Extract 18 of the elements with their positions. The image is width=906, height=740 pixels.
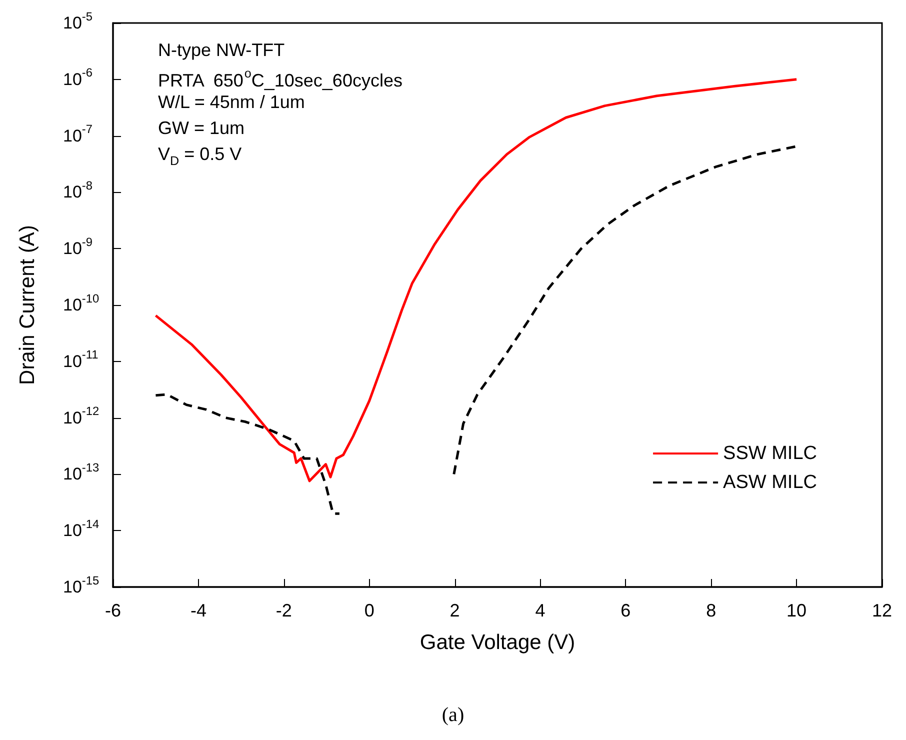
x-tick-label: 12: [872, 600, 892, 620]
text: (a): [442, 704, 464, 726]
x-tick-label: -6: [104, 600, 122, 620]
legend-label: ASW MILC: [723, 472, 817, 493]
x-tick-label: 10: [786, 600, 807, 620]
x-axis-title: Gate Voltage (V): [420, 631, 576, 654]
legend-label: SSW MILC: [723, 443, 817, 464]
annotation: W/L = 45nm / 1um: [158, 92, 305, 112]
x-tick-label: 4: [535, 600, 546, 620]
x-tick-label: 6: [620, 600, 631, 620]
annotation: GW = 1um: [158, 118, 245, 138]
y-axis-title: Drain Current (A): [16, 225, 39, 385]
x-tick-label: 2: [450, 600, 460, 620]
x-tick-label: -2: [276, 600, 292, 620]
x-tick-label: -4: [190, 600, 206, 620]
x-tick-label: 0: [364, 600, 374, 620]
x-tick-label: 8: [706, 600, 716, 620]
annotation: N-type NW-TFT: [158, 40, 285, 60]
